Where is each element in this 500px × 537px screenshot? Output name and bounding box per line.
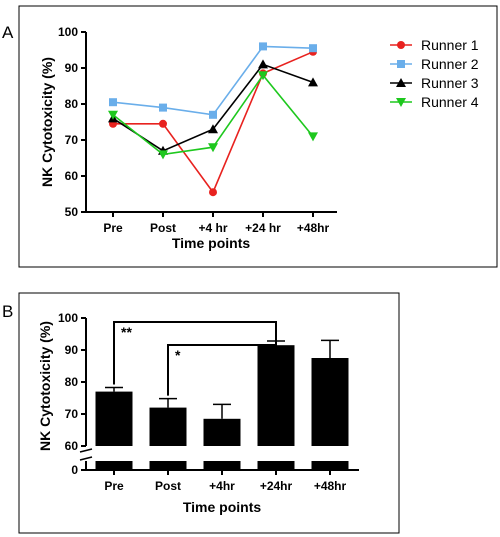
significance-bracket [113,321,277,385]
y-tick-label: 80 [65,375,79,389]
data-point [159,119,167,128]
series-line [113,51,314,194]
bar-lower-segment [95,461,133,470]
x-tick-label: +4 hr [198,221,227,235]
bar-lower-segment [311,461,349,470]
x-tick-label: Pre [104,479,124,493]
significance-label: * [175,347,181,363]
axis-break-mark [79,448,93,453]
x-tick-label: +24 hr [245,221,281,235]
x-tick-label: +24hr [260,479,293,493]
legend-entry: Runner 2 [421,56,479,72]
series-line [112,45,314,116]
x-tick-label: +48hr [314,479,347,493]
data-point [108,110,118,120]
x-tick-label: +48hr [297,221,330,235]
bar [149,407,187,446]
legend-entry: Runner 3 [421,75,479,91]
x-tick-label: Post [150,221,176,235]
data-point [258,71,268,81]
data-point [109,98,117,107]
y-tick-label: 80 [65,97,79,111]
y-tick-label: 90 [65,61,79,75]
y-tick-label: 60 [65,439,79,453]
x-axis-title: Time points [183,499,262,515]
x-tick-label: Pre [103,221,123,235]
significance-label: ** [121,324,132,340]
bar [95,391,133,446]
line-chart: 50 60 70 80 90 100 Pre Post +4 hr +24 hr +48hr Time… [39,25,479,251]
y-tick-label: 0 [71,463,78,477]
data-point [259,42,267,51]
bar-lower-segment [257,461,295,470]
panel-a-frame [18,5,498,268]
bar [257,345,295,446]
bar-lower-segment [203,461,241,470]
data-point [208,124,218,134]
significance-bracket [167,338,277,396]
x-tick-label: +4hr [209,479,235,493]
data-point [308,77,318,87]
legend-marker [397,41,405,49]
panel-b-letter: B [2,302,13,321]
x-axis-title: Time points [172,235,251,251]
y-tick-label: 90 [65,343,79,357]
y-tick-label: 70 [65,407,79,421]
data-point [159,103,167,112]
legend-marker [397,60,405,68]
panel-a-letter: A [2,23,14,42]
data-point [258,59,268,69]
y-tick-label: 60 [65,169,79,183]
panel-b-frame [18,292,400,534]
y-tick-label: 50 [65,205,79,219]
y-tick-label: 100 [58,25,78,39]
data-point [208,143,218,153]
legend-marker [396,98,406,107]
y-axis-title: NK Cytotoxicity (%) [37,321,53,451]
data-point [209,188,217,197]
legend-entry: Runner 1 [421,37,479,53]
data-point [158,150,168,160]
y-tick-label: 100 [58,311,78,325]
bar-chart: 0 60 70 80 90 100 Pre Post +4hr +24hr +48hr Time po… [37,311,359,515]
data-point [308,132,318,142]
bar-lower-segment [149,461,187,470]
y-axis-title: NK Cytotoxicity (%) [39,57,55,187]
legend-entry: Runner 4 [421,94,479,110]
data-point [209,110,217,119]
y-tick-label: 70 [65,133,79,147]
x-tick-label: Post [155,479,181,493]
data-point [309,44,317,53]
legend-marker [396,78,406,87]
bar [203,418,241,446]
bar [311,358,349,446]
axis-break-mark [79,456,93,461]
